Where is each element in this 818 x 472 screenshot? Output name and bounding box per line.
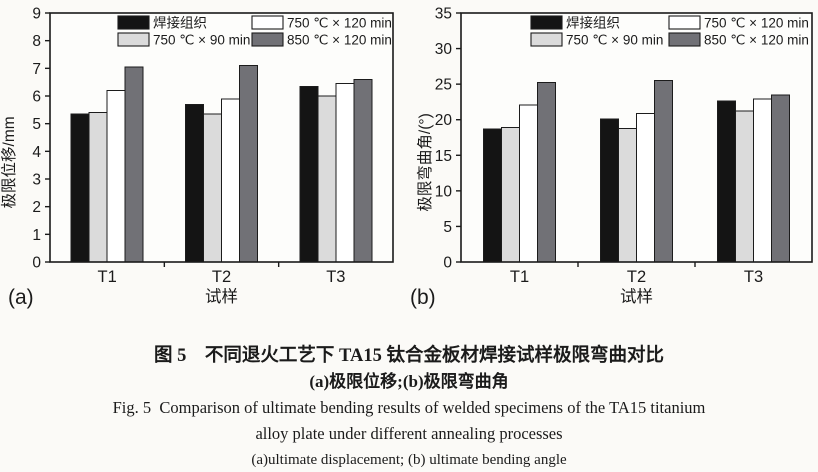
bar-T1-series0: [483, 128, 502, 263]
legend-swatch-series2: [668, 15, 701, 30]
bar-T2-series3: [239, 65, 258, 263]
x-axis-title: 试样: [620, 287, 653, 306]
bar-T1-series1: [88, 112, 108, 263]
y-tick-label: 9: [32, 6, 41, 23]
y-tick-label: 10: [435, 183, 453, 200]
bar-T1-series2: [106, 89, 126, 263]
caption-en-subtitle: (a)ultimate displacement; (b) ultimate b…: [251, 452, 567, 468]
panel-label: (b): [410, 286, 436, 309]
legend-swatch-series0: [530, 15, 563, 30]
plot-border: [49, 12, 394, 263]
y-tick-label: 1: [32, 227, 41, 244]
bar-T2-series3: [654, 80, 673, 263]
plot-border: [460, 12, 813, 263]
panel-label: (a): [8, 286, 34, 309]
y-tick-label: 5: [32, 116, 41, 133]
legend-label-series2: 750 ℃ × 120 min: [287, 16, 392, 31]
y-tick-label: 25: [435, 77, 452, 94]
y-tick-label: 2: [32, 199, 41, 216]
legend-label-series1: 750 ℃ × 90 min: [566, 33, 663, 48]
y-tick-label: 0: [443, 255, 452, 272]
y-tick-label: 5: [443, 219, 452, 236]
caption-en-title-line1: Fig. 5 Comparison of ultimate bending re…: [112, 398, 706, 417]
bar-T3-series0: [299, 85, 319, 263]
legend-swatch-series0: [117, 15, 150, 30]
caption-zh-subtitle: (a)极限位移;(b)极限弯曲角: [309, 372, 509, 391]
y-tick-label: 8: [32, 33, 41, 50]
panel-b: 0 5 10 15 20 25 30 35 T1 T2 T3 试样 极限弯曲角/(°) 焊接组织 750 ℃…: [400, 0, 818, 317]
bar-T1-series3: [537, 82, 556, 263]
x-category-label: T3: [326, 268, 345, 286]
legend-swatch-series1: [530, 32, 563, 47]
legend-label-series3: 850 ℃ × 120 min: [287, 33, 392, 48]
charts-row: 0 1 2 3 4 5 6 7 8 9 T1 T2 T3 试样 极限位移/mm 焊接组织 750 ℃ × 90 …: [0, 0, 818, 317]
bar-T3-series2: [753, 98, 772, 263]
bar-T3-series2: [335, 83, 355, 263]
caption-en-title-line2: alloy plate under different annealing pr…: [255, 424, 563, 443]
bar-T3-series3: [771, 94, 790, 263]
caption-zh-title: 图 5 不同退火工艺下 TA15 钛合金板材焊接试样极限弯曲对比: [154, 346, 664, 366]
y-tick-label: 0: [32, 255, 41, 272]
x-category-label: T1: [98, 268, 117, 286]
legend-swatch-series1: [117, 32, 150, 47]
x-category-label: T2: [212, 268, 231, 286]
y-axis-title: 极限位移/mm: [0, 116, 18, 208]
y-tick-label: 20: [435, 112, 453, 129]
bar-T2-series0: [185, 103, 204, 263]
bar-T2-series1: [618, 127, 637, 263]
bar-T3-series3: [353, 78, 373, 263]
legend-label-series1: 750 ℃ × 90 min: [153, 33, 250, 48]
legend-swatch-series3: [668, 32, 701, 47]
y-tick-label: 15: [435, 148, 452, 165]
bar-T1-series2: [519, 104, 538, 263]
legend-swatch-series2: [251, 15, 284, 30]
y-tick-label: 30: [435, 41, 453, 58]
x-category-label: T1: [510, 268, 529, 286]
legend-label-series0: 焊接组织: [566, 15, 620, 31]
bar-chart-ultimate-displacement: 0 1 2 3 4 5 6 7 8 9 T1 T2 T3 试样 极限位移/mm 焊接组织 750 ℃ × 90 …: [0, 6, 394, 309]
x-axis-title: 试样: [205, 287, 238, 306]
bar-T3-series1: [735, 110, 754, 263]
y-tick-label: 3: [32, 172, 41, 189]
bar-T3-series0: [717, 100, 736, 263]
x-category-label: T3: [744, 268, 763, 286]
bar-T1-series3: [124, 66, 144, 263]
y-tick-label: 6: [32, 89, 41, 106]
legend-label-series0: 焊接组织: [153, 15, 207, 31]
legend-label-series2: 750 ℃ × 120 min: [704, 16, 809, 31]
y-tick-label: 4: [32, 144, 41, 161]
y-tick-label: 7: [32, 61, 41, 78]
bar-T1-series1: [501, 127, 520, 263]
panel-a: 0 1 2 3 4 5 6 7 8 9 T1 T2 T3 试样 极限位移/mm 焊接组织 750 ℃ × 90 …: [0, 0, 400, 317]
bar-T2-series1: [203, 113, 222, 263]
bar-T2-series0: [600, 118, 619, 263]
bar-chart-ultimate-bending-angle: 0 5 10 15 20 25 30 35 T1 T2 T3 试样 极限弯曲角/(°) 焊接组织 750 ℃…: [410, 6, 813, 309]
bar-T2-series2: [221, 98, 240, 263]
legend-swatch-series3: [251, 32, 284, 47]
bar-T2-series2: [636, 112, 655, 263]
figure-caption: 图 5 不同退火工艺下 TA15 钛合金板材焊接试样极限弯曲对比 (a)极限位移…: [0, 343, 818, 472]
legend-label-series3: 850 ℃ × 120 min: [704, 33, 809, 48]
y-axis-title: 极限弯曲角/(°): [416, 113, 434, 211]
y-tick-label: 35: [435, 6, 452, 23]
x-category-label: T2: [627, 268, 646, 286]
bar-T1-series0: [70, 113, 90, 263]
bar-T3-series1: [317, 95, 337, 263]
